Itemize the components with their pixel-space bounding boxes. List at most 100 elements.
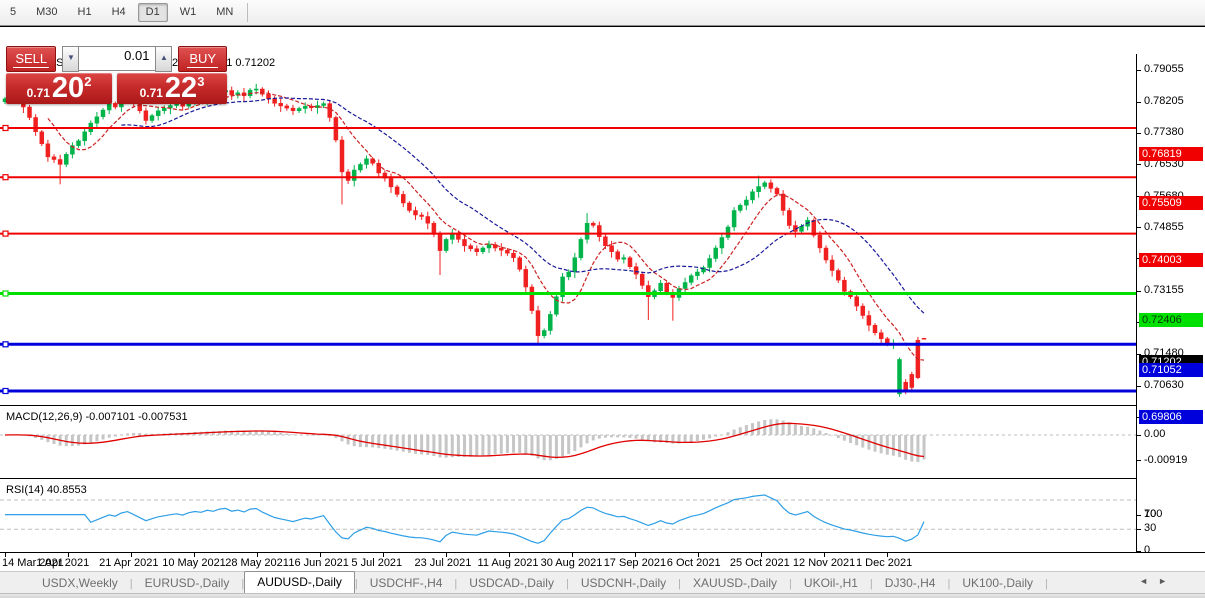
rsi-axis-label: 70 [1144,508,1157,520]
axis-tickmark [1137,133,1141,134]
tab-separator: | [789,578,792,590]
buy-price-base: 0.71 [139,86,163,100]
date-label: 23 Jul 2021 [414,557,472,569]
timeframe-button-h1[interactable]: H1 [77,6,92,18]
chart-tab-xauusd-daily[interactable]: XAUUSD-,Daily [693,576,778,590]
chart-tab-eurusd-daily[interactable]: EURUSD-,Daily [144,576,230,590]
date-tickmark [509,553,510,557]
level-price-badge: 0.76819 [1139,147,1203,162]
timeframe-button-d1[interactable]: D1 [137,3,168,22]
axis-tickmark [1137,551,1141,552]
date-label: 28 May 2021 [225,557,289,569]
tab-separator: | [565,578,569,590]
timeframe-button-m30[interactable]: M30 [36,6,58,18]
date-tickmark [194,553,195,557]
sell-price-quote[interactable]: 0.71 20 2 [6,73,112,104]
axis-tickmark [1137,529,1141,530]
tab-separator: | [241,578,245,590]
timeframe-button-h4[interactable]: H4 [111,6,126,18]
chart-tab-ukoil-h1[interactable]: UKOil-,H1 [803,576,858,590]
level-price-badge: 0.75509 [1139,196,1203,211]
price-tick: 0.73155 [1144,284,1184,297]
date-label: 10 May 2021 [162,557,226,569]
date-label: 21 Apr 2021 [99,557,159,569]
tab-separator: | [129,578,133,590]
buy-button[interactable]: BUY [178,46,227,72]
macd-pane[interactable] [0,408,1136,478]
sell-price-base: 0.71 [26,86,50,100]
date-tickmark [320,553,321,557]
axis-tickmark [1137,227,1141,228]
tab-separator: | [454,578,458,590]
tab-scroll-arrows[interactable]: ◄► [1139,576,1177,586]
volume-input[interactable]: 0.01 [79,46,156,71]
date-tickmark [698,553,699,557]
date-tickmark [257,553,258,557]
date-tickmark [68,553,69,557]
date-tickmark [383,553,384,557]
chart-tab-usdcad-daily[interactable]: USDCAD-,Daily [469,576,554,590]
price-tick: 0.70630 [1144,379,1184,392]
price-tick: 0.74855 [1144,220,1184,233]
tab-separator: | [1045,578,1048,590]
chart-tab-usdx-weekly[interactable]: USDX,Weekly [42,576,118,590]
volume-stepper: ▼ 0.01 ▲ [62,46,173,72]
rsi-label: RSI(14) 40.8553 [6,484,87,496]
sell-button[interactable]: SELL [6,46,57,72]
chart-tab-audusd-daily[interactable]: AUDUSD-,Daily [244,571,355,594]
axis-tickmark [1137,460,1141,461]
date-tickmark [887,553,888,557]
axis-tickmark [1137,102,1141,103]
timeframe-button-5[interactable]: 5 [10,6,17,18]
date-axis[interactable]: 14 Mar 2021 1 Apr 2021 21 Apr 2021 10 May 2… [0,552,1205,572]
axis-tickmark [1137,70,1141,71]
toolbar-divider [247,3,249,22]
volume-decrease-icon[interactable]: ▼ [62,46,80,72]
axis-tickmark [1137,386,1141,387]
timeframe-button-w1[interactable]: W1 [179,6,197,18]
date-label: 1 Dec 2021 [855,557,913,569]
date-tickmark [131,553,132,557]
date-label: 17 Sep 2021 [603,557,667,569]
date-tickmark [635,553,636,557]
status-strip [0,593,1205,598]
axis-tickmark [1137,164,1141,165]
chart-area: ▲AUDUSD-,Daily0.71211 0.71226 0.71181 0.… [0,26,1205,579]
level-price-badge: 0.72406 [1139,312,1203,327]
rsi-pane[interactable] [0,481,1136,552]
date-tickmark [572,553,573,557]
chart-tab-usdchf-h4[interactable]: USDCHF-,H4 [369,576,443,590]
date-label: 5 Jul 2021 [351,557,403,569]
chart-tab-dj30-h4[interactable]: DJ30-,H4 [884,576,936,590]
level-price-badge: 0.69806 [1139,410,1203,424]
axis-tickmark [1137,435,1141,436]
chart-tab-usdcnh-daily[interactable]: USDCNH-,Daily [580,576,667,590]
price-tick: 0.77380 [1144,126,1184,138]
tab-scroll-left-icon[interactable]: ◄ [1139,576,1159,586]
date-label: 30 Aug 2021 [540,557,603,569]
chart-tab-uk100-daily[interactable]: UK100-,Daily [962,576,1034,590]
tab-separator: | [678,578,682,590]
rsi-axis-label: 100 [1144,508,1163,520]
tab-separator: | [947,578,951,590]
date-label: 6 Oct 2021 [666,557,721,569]
macd-axis-label: -0.00919 [1144,453,1188,466]
volume-increase-icon[interactable]: ▲ [155,46,173,72]
sell-price-pips: 20 [51,72,85,104]
timeframe-button-mn[interactable]: MN [216,6,234,18]
buy-price-quote[interactable]: 0.71 22 3 [117,73,227,104]
axis-tickmark [1137,515,1141,516]
date-label: 25 Oct 2021 [729,557,790,569]
tab-scroll-right-icon[interactable]: ► [1158,576,1177,586]
date-tickmark [5,553,6,557]
price-axis[interactable]: 0.790550.782050.773800.765300.756800.748… [1136,54,1205,579]
date-tickmark [761,553,762,557]
macd-label: MACD(12,26,9) -0.007101 -0.007531 [6,411,188,423]
date-label: 16 Jun 2021 [288,557,349,569]
sell-price-point: 2 [84,74,92,89]
price-tick: 0.78205 [1144,95,1184,108]
tab-separator: | [869,578,873,590]
one-click-trading-widget: SELL ▼ 0.01 ▲ BUY 0.71 20 2 0.71 22 3 [6,46,227,104]
rsi-axis-label: 0 [1144,544,1151,557]
rsi-axis-label: 30 [1144,522,1157,535]
